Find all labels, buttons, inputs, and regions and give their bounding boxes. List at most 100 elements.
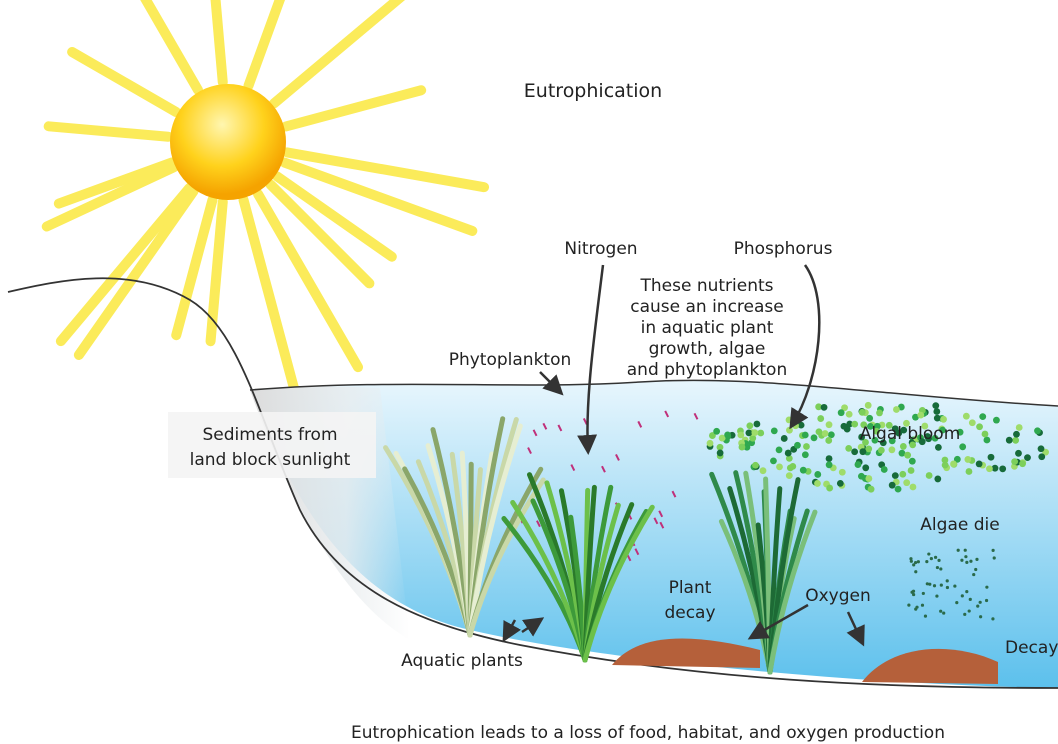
algae-dot — [940, 416, 947, 423]
dead-dot — [960, 559, 963, 562]
title: Eutrophication — [524, 80, 662, 102]
ray — [274, 0, 427, 103]
algae-dot — [964, 456, 971, 463]
ray — [244, 200, 296, 393]
algae-dot — [942, 462, 949, 469]
algae-dot — [933, 408, 940, 415]
algae-dot — [934, 415, 941, 422]
dead-dot — [964, 549, 967, 552]
dead-dot — [969, 598, 972, 601]
label: Aquatic plants — [401, 651, 523, 671]
algae-dot — [993, 417, 1000, 424]
dead-dot — [925, 560, 928, 563]
label: Oxygen — [805, 586, 871, 606]
dead-dot — [934, 556, 937, 559]
dead-dot — [936, 566, 939, 569]
algae-dot — [1013, 431, 1020, 438]
label: Phosphorus — [734, 239, 833, 259]
algae-dot — [794, 442, 801, 449]
algae-dot — [917, 412, 924, 419]
note-line: in aquatic plant — [641, 318, 774, 338]
dead-dot — [985, 586, 988, 589]
ray — [138, 0, 198, 90]
algae-dot — [976, 423, 983, 430]
algae-dot — [1016, 424, 1023, 431]
algae-dot — [866, 415, 873, 422]
algae-dot — [1015, 450, 1022, 457]
label: Plant — [669, 578, 712, 598]
algae-dot — [969, 419, 976, 426]
algae-dot — [851, 448, 858, 455]
dead-dot — [939, 610, 942, 613]
dead-dot — [972, 573, 975, 576]
algae-dot — [724, 432, 731, 439]
dead-dot — [924, 615, 927, 618]
algae-dot — [909, 458, 916, 465]
algae-dot — [859, 448, 866, 455]
dead-dot — [976, 605, 979, 608]
note-line: growth, algae — [649, 339, 766, 359]
dead-dot — [957, 549, 960, 552]
algae-dot — [959, 443, 966, 450]
algae-dot — [717, 450, 724, 457]
dead-dot — [930, 557, 933, 560]
dead-dot — [993, 556, 996, 559]
algae-dot — [786, 417, 793, 424]
algae-dot — [881, 466, 888, 473]
algae-dot — [878, 447, 885, 454]
algae-dot — [757, 430, 764, 437]
algae-dot — [988, 454, 995, 461]
algae-dot — [865, 446, 872, 453]
dead-dot — [914, 570, 917, 573]
dead-dot — [968, 609, 971, 612]
dead-dot — [921, 604, 924, 607]
scene: Eutrophication Nitrogen Phosphorus These… — [8, 0, 1058, 743]
algae-dot — [803, 443, 810, 450]
algae-dot — [889, 482, 896, 489]
algae-dot — [707, 440, 714, 447]
algae-dot — [821, 404, 828, 411]
algae-dot — [800, 467, 807, 474]
algae-dot — [984, 437, 991, 444]
algae-dot — [1019, 460, 1026, 467]
algae-dot — [754, 421, 761, 428]
algae-dot — [868, 486, 875, 493]
dead-dot — [964, 555, 967, 558]
sun — [170, 84, 286, 200]
dead-dot — [939, 567, 942, 570]
ray — [249, 0, 297, 86]
ray — [49, 126, 169, 136]
algae-dot — [904, 452, 911, 459]
dead-dot — [912, 593, 915, 596]
algae-dot — [1011, 458, 1018, 465]
ray — [286, 90, 421, 126]
dead-dot — [942, 611, 945, 614]
algae-dot — [841, 423, 848, 430]
dead-dot — [922, 592, 925, 595]
algae-dot — [908, 467, 915, 474]
dead-dot — [953, 584, 956, 587]
dead-dot — [991, 617, 994, 620]
label: Decay — [1005, 638, 1058, 658]
algae-dot — [893, 406, 900, 413]
algae-dot — [862, 464, 869, 471]
algae-dot — [910, 484, 917, 491]
dead-dot — [914, 561, 917, 564]
algae-dot — [825, 437, 832, 444]
algae-dot — [1034, 427, 1041, 434]
dead-dot — [992, 549, 995, 552]
algae-dot — [713, 428, 720, 435]
note-line: and phytoplankton — [627, 360, 787, 380]
algae-dot — [1038, 453, 1045, 460]
dead-dot — [940, 583, 943, 586]
algae-dot — [903, 479, 910, 486]
algae-dot — [963, 413, 970, 420]
algae-dot — [802, 451, 809, 458]
algae-dot — [786, 472, 793, 479]
algae-dot — [776, 463, 783, 470]
dead-dot — [965, 561, 968, 564]
algae-dot — [770, 457, 777, 464]
algae-dot — [789, 463, 796, 470]
dead-dot — [985, 599, 988, 602]
